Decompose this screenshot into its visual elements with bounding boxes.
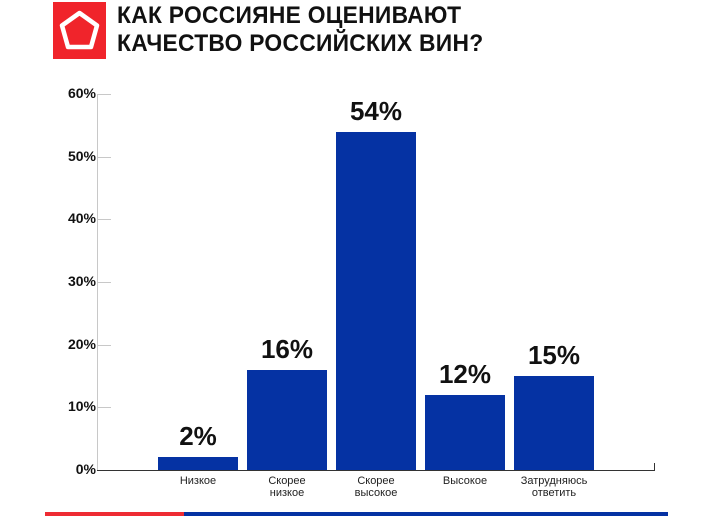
y-tick [97,282,111,283]
y-tick-label: 0% [75,461,96,477]
x-label-line-1: Скорее [357,475,395,487]
x-axis [97,470,655,471]
y-tick-label: 20% [67,336,96,352]
x-label-line-1: Скорее [268,475,306,487]
x-label-line-1: Затрудняюсь [520,475,588,487]
y-tick [97,94,111,95]
logo [53,2,106,59]
y-tick [97,407,111,408]
x-label-line-2: высокое [354,487,398,499]
chart-title: КАК РОССИЯНЕ ОЦЕНИВАЮТ КАЧЕСТВО РОССИЙСК… [117,2,483,58]
footer-line-blue [184,512,668,516]
y-tick [97,345,111,346]
title-line-2: КАЧЕСТВО РОССИЙСКИХ ВИН? [117,30,484,57]
bar [247,370,327,470]
x-category-label: Низкое [148,475,248,487]
x-category-label: Скорее низкое [237,475,337,499]
footer-line-red [45,512,184,516]
bar [514,376,594,470]
bar [336,132,416,470]
x-category-label: Высокое [415,475,515,487]
x-axis-end-tick [654,463,655,471]
bar-value-label: 12% [438,359,492,389]
x-label-line-2: низкое [269,487,305,499]
bar-value-label: 15% [527,340,581,370]
bar [425,395,505,470]
y-tick-label: 40% [67,210,96,226]
bar-value-label: 16% [260,334,314,364]
y-tick [97,219,111,220]
bar-value-label: 2% [179,421,217,451]
x-label-line-1: Высокое [442,475,488,487]
title-line-1: КАК РОССИЯНЕ ОЦЕНИВАЮТ [117,2,462,29]
bar [158,457,238,470]
pentagon-icon [59,10,100,50]
x-label-line-1: Низкое [179,475,217,487]
x-category-label: Скорее высокое [326,475,426,499]
bar-value-label: 54% [349,96,403,126]
y-tick [97,157,111,158]
x-label-line-2: ответить [531,487,577,499]
y-tick-label: 30% [67,273,96,289]
y-tick-label: 10% [67,398,96,414]
y-tick-label: 50% [67,148,96,164]
x-category-label: Затрудняюсь ответить [504,475,604,499]
y-tick-label: 60% [67,85,96,101]
